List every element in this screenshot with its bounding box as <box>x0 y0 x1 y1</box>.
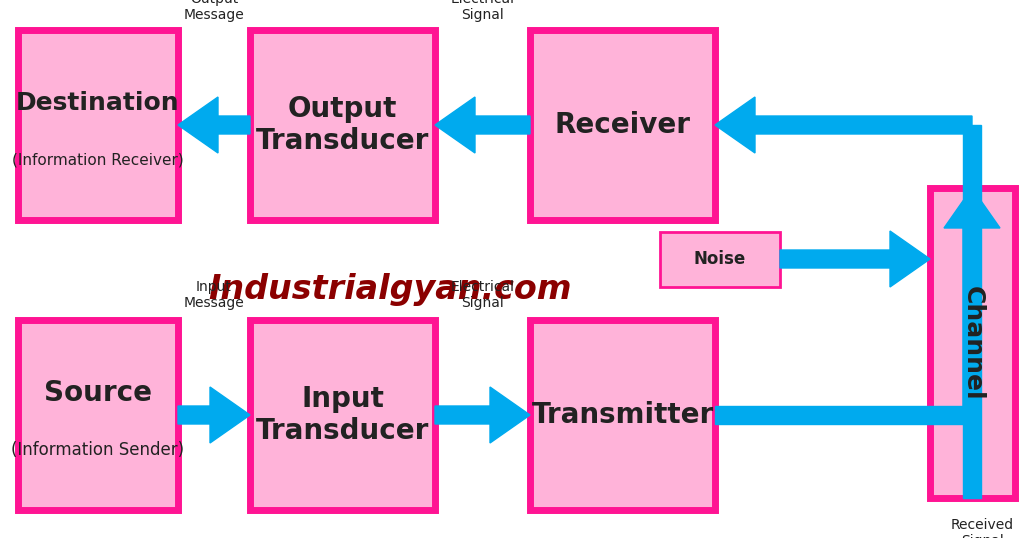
Text: Electrical
Signal: Electrical Signal <box>451 0 514 22</box>
FancyArrow shape <box>178 97 250 153</box>
Text: Channel: Channel <box>961 286 984 400</box>
FancyArrow shape <box>715 406 972 424</box>
Bar <box>250 30 435 220</box>
Text: Output
Transducer: Output Transducer <box>256 95 429 155</box>
Text: Electrical
Signal: Electrical Signal <box>451 280 514 310</box>
Text: (Information Sender): (Information Sender) <box>11 441 184 459</box>
Text: Input
Transducer: Input Transducer <box>256 385 429 445</box>
FancyArrow shape <box>963 125 981 498</box>
Bar <box>660 232 780 287</box>
FancyArrow shape <box>780 231 930 287</box>
FancyArrow shape <box>944 188 1000 415</box>
Text: Receiver: Receiver <box>555 111 690 139</box>
Text: Destination: Destination <box>16 91 180 115</box>
FancyArrow shape <box>435 97 530 153</box>
FancyArrow shape <box>178 387 250 443</box>
Text: Industrialgyan.com: Industrialgyan.com <box>208 273 571 307</box>
Bar <box>930 188 1015 498</box>
Text: Input
Message: Input Message <box>183 280 245 310</box>
Text: Transmitter: Transmitter <box>531 401 714 429</box>
Text: Output
Message: Output Message <box>183 0 245 22</box>
FancyArrow shape <box>435 387 530 443</box>
Text: Source: Source <box>44 379 152 407</box>
Text: Noise: Noise <box>694 251 746 268</box>
Text: (Information Receiver): (Information Receiver) <box>12 152 184 167</box>
Bar <box>18 30 178 220</box>
Bar <box>18 320 178 510</box>
Text: Received
Signal: Received Signal <box>950 518 1014 538</box>
Bar <box>530 320 715 510</box>
FancyArrow shape <box>715 97 972 153</box>
Bar <box>250 320 435 510</box>
Bar <box>530 30 715 220</box>
